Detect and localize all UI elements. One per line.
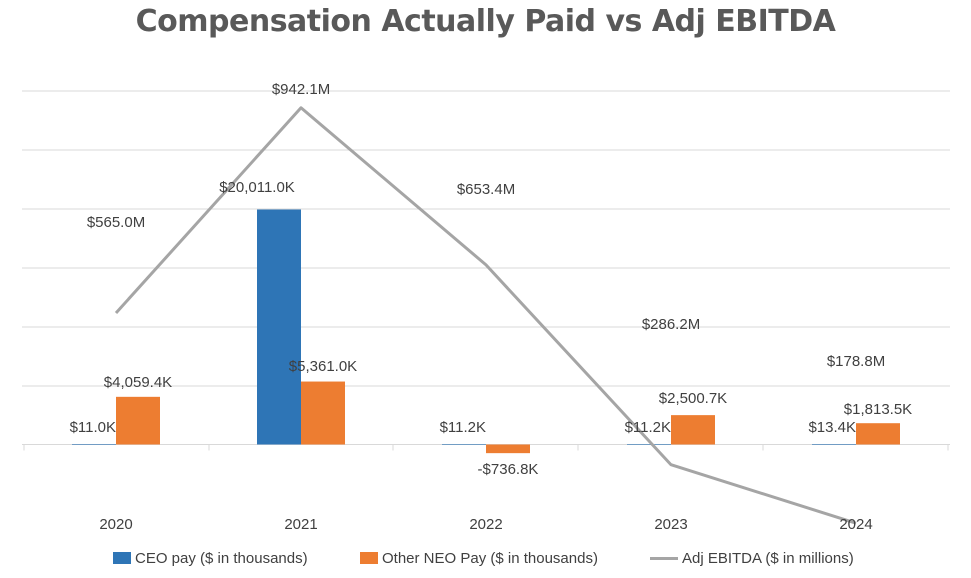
ceo-bar-label-2021: $20,011.0K xyxy=(219,179,295,196)
ceo-bar-label-2023: $11.2K xyxy=(625,419,671,436)
neo-bar-2023 xyxy=(671,415,715,445)
chart-legend: CEO pay ($ in thousands) Other NEO Pay (… xyxy=(0,546,971,570)
x-tick-label-2022: 2022 xyxy=(469,516,502,533)
adj-ebitda-label-2022: $653.4M xyxy=(457,181,515,198)
neo-bar-2022 xyxy=(486,444,530,454)
ceo-bar-label-2022: $11.2K xyxy=(440,419,486,436)
ceo-bar-2020 xyxy=(72,444,116,445)
legend-item-ceo-pay: CEO pay ($ in thousands) xyxy=(113,546,308,570)
legend-label-adj-ebitda: Adj EBITDA ($ in millions) xyxy=(682,549,854,567)
legend-label-ceo-pay: CEO pay ($ in thousands) xyxy=(135,549,308,567)
neo-bar-label-2023: $2,500.7K xyxy=(659,390,727,407)
chart-title: Compensation Actually Paid vs Adj EBITDA xyxy=(135,4,836,39)
x-tick-label-2020: 2020 xyxy=(99,516,132,533)
ceo-bar-2023 xyxy=(627,444,671,445)
neo-bar-2024 xyxy=(856,423,900,445)
legend-swatch-other-neo-pay xyxy=(360,552,378,564)
adj-ebitda-label-2023: $286.2M xyxy=(642,316,700,333)
neo-bar-label-2020: $4,059.4K xyxy=(104,374,172,391)
ceo-bar-label-2024: $13.4K xyxy=(808,419,856,436)
ceo-bar-2022 xyxy=(442,444,486,445)
ceo-bar-2024 xyxy=(812,444,856,445)
x-tick-label-2021: 2021 xyxy=(284,516,317,533)
ceo-bar-label-2020: $11.0K xyxy=(70,419,116,436)
legend-item-other-neo-pay: Other NEO Pay ($ in thousands) xyxy=(360,546,598,570)
adj-ebitda-label-2021: $942.1M xyxy=(272,81,330,98)
legend-swatch-adj-ebitda xyxy=(650,556,678,560)
adj-ebitda-label-2024: $178.8M xyxy=(827,353,885,370)
neo-bar-label-2024: $1,813.5K xyxy=(844,401,912,418)
adj-ebitda-label-2020: $565.0M xyxy=(87,214,145,231)
ceo-bar-2021 xyxy=(257,209,301,445)
legend-swatch-ceo-pay xyxy=(113,552,131,564)
neo-bar-2020 xyxy=(116,396,160,445)
legend-label-other-neo-pay: Other NEO Pay ($ in thousands) xyxy=(382,549,598,567)
neo-bar-label-2021: $5,361.0K xyxy=(289,358,357,375)
legend-item-adj-ebitda: Adj EBITDA ($ in millions) xyxy=(650,546,854,570)
neo-bar-label-2022: -$736.8K xyxy=(478,461,539,478)
x-tick-label-2023: 2023 xyxy=(654,516,687,533)
x-tick-label-2024: 2024 xyxy=(839,516,872,533)
neo-bar-2021 xyxy=(301,381,345,445)
